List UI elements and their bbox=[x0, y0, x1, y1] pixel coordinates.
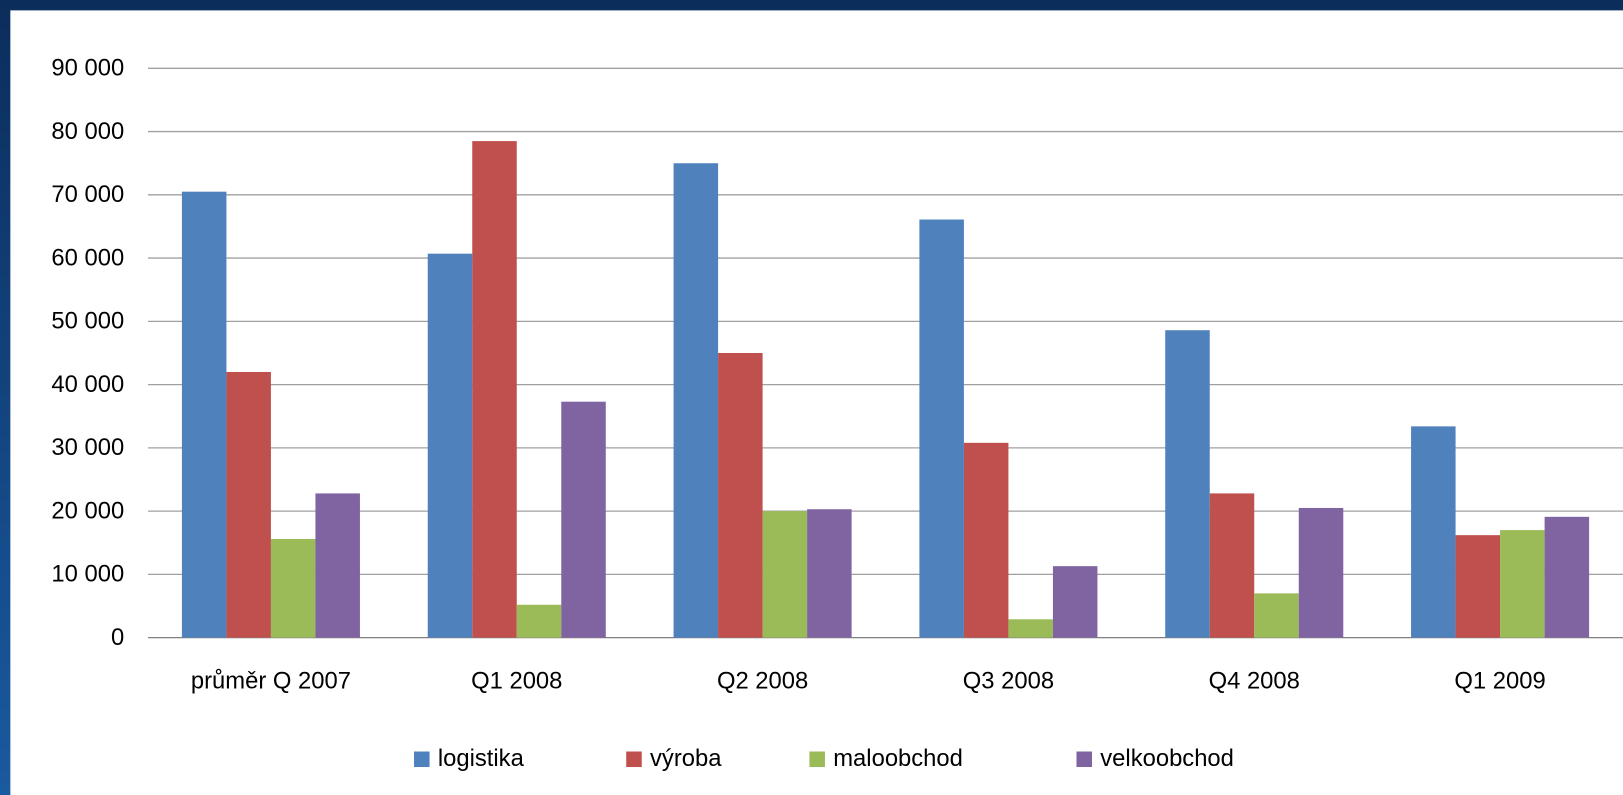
bar bbox=[1165, 330, 1210, 638]
legend-swatch bbox=[414, 751, 430, 768]
bar bbox=[315, 493, 360, 638]
legend-swatch bbox=[1076, 751, 1093, 768]
y-tick-label: 70 000 bbox=[51, 181, 124, 208]
y-tick-label: 20 000 bbox=[51, 497, 124, 524]
y-tick-label: 0 bbox=[111, 624, 124, 651]
plot-background bbox=[10, 10, 1623, 795]
y-tick-label: 60 000 bbox=[51, 244, 124, 271]
x-tick-label: průměr Q 2007 bbox=[191, 667, 351, 694]
legend-label: logistika bbox=[438, 745, 525, 772]
legend-swatch bbox=[809, 751, 825, 768]
x-tick-label: Q2 2008 bbox=[717, 667, 808, 694]
bar bbox=[516, 604, 562, 638]
bar bbox=[1008, 619, 1053, 638]
bar bbox=[1298, 507, 1344, 638]
legend-label: velkoobchod bbox=[1100, 745, 1234, 772]
bar bbox=[1500, 530, 1545, 638]
x-tick-label: Q4 2008 bbox=[1209, 667, 1300, 694]
legend-label: maloobchod bbox=[833, 745, 963, 772]
x-tick-label: Q1 2009 bbox=[1454, 667, 1545, 694]
bar bbox=[226, 371, 271, 638]
bar bbox=[181, 191, 227, 638]
bar bbox=[1254, 593, 1299, 638]
bar bbox=[718, 352, 763, 638]
bar bbox=[1455, 535, 1501, 638]
y-tick-label: 10 000 bbox=[51, 561, 124, 588]
bar bbox=[807, 509, 852, 638]
bar bbox=[963, 442, 1009, 638]
bar bbox=[270, 538, 316, 638]
bar bbox=[427, 253, 473, 638]
bar bbox=[1544, 516, 1590, 638]
bar bbox=[673, 163, 719, 638]
y-tick-label: 30 000 bbox=[51, 434, 124, 461]
y-tick-label: 50 000 bbox=[51, 308, 124, 335]
bar bbox=[561, 401, 606, 638]
x-tick-label: Q1 2008 bbox=[471, 667, 562, 694]
y-tick-label: 80 000 bbox=[51, 118, 124, 145]
bar bbox=[919, 219, 964, 638]
bar bbox=[762, 511, 808, 638]
bar bbox=[1411, 426, 1456, 638]
x-tick-label: Q3 2008 bbox=[963, 667, 1054, 694]
bar bbox=[1209, 493, 1255, 638]
legend-label: výroba bbox=[650, 745, 722, 772]
bar bbox=[1052, 566, 1098, 638]
legend-swatch bbox=[626, 751, 642, 768]
y-tick-label: 40 000 bbox=[51, 371, 124, 398]
y-tick-label: 90 000 bbox=[51, 55, 124, 82]
bar bbox=[472, 141, 517, 638]
